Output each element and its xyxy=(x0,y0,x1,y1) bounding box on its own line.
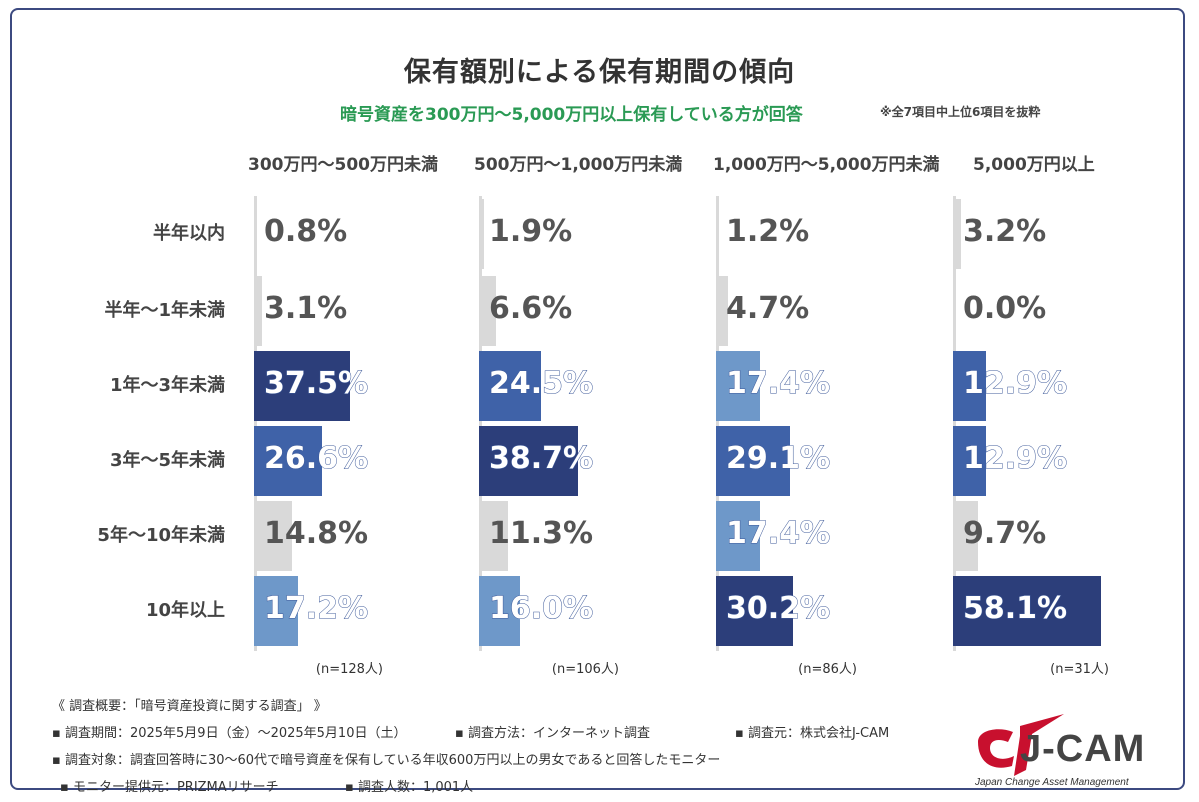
bar xyxy=(716,501,761,571)
bar xyxy=(716,576,793,646)
chart-subtitle: 暗号資産を300万円～5,000万円以上保有している方が回答 xyxy=(340,105,803,125)
survey-period: ▪ 調査期間：2025年5月9日（金）～2025年5月10日（土） xyxy=(52,726,407,741)
bar xyxy=(479,501,508,571)
data-label: 14.8% xyxy=(264,516,369,551)
bar xyxy=(953,426,986,496)
data-label: 3.1% xyxy=(264,291,348,326)
data-label: 37.5% xyxy=(263,366,369,402)
data-label: 4.7% xyxy=(726,291,810,326)
sample-size: (n=31人) xyxy=(1050,662,1109,677)
data-label: 24.5% xyxy=(488,366,594,402)
survey-source: ▪ 調査元：株式会社J-CAM xyxy=(735,726,890,741)
survey-overview: 《 調査概要：「暗号資産投資に関する調査」 》 xyxy=(52,699,327,714)
data-label: 58.1% xyxy=(962,591,1068,627)
bar xyxy=(953,351,986,421)
data-label: 11.3% xyxy=(489,516,594,551)
bar xyxy=(254,199,257,269)
data-label: 29.1% xyxy=(725,441,831,477)
data-label: 9.7% xyxy=(963,516,1047,551)
data-label: 0.8% xyxy=(264,214,348,249)
bar xyxy=(254,501,292,571)
axis-baseline xyxy=(479,196,482,651)
survey-target: ▪ 調査対象：調査回答時に30～60代で暗号資産を保有している年収600万円以上… xyxy=(52,753,721,768)
row-label: 3年～5年未満 xyxy=(109,450,225,471)
monitor-provider: ▪ モニター提供元：PRIZMAリサーチ xyxy=(60,780,279,795)
survey-count: ▪ 調査人数：1,001人 xyxy=(345,780,474,795)
data-label: 17.2% xyxy=(263,591,369,627)
data-label: 26.6% xyxy=(263,441,369,477)
data-label: 17.4% xyxy=(725,366,831,402)
survey-method: ▪ 調査方法：インターネット調査 xyxy=(455,726,650,741)
axis-baseline xyxy=(716,196,719,651)
row-label: 半年以内 xyxy=(153,223,225,244)
bar xyxy=(953,576,1102,646)
bar xyxy=(479,276,496,346)
column-header: 300万円～500万円未満 xyxy=(248,155,438,175)
data-label: 12.9% xyxy=(962,366,1068,402)
bar xyxy=(479,576,520,646)
row-label: 1年～3年未満 xyxy=(109,375,225,396)
jcam-logo-mark xyxy=(978,714,1064,776)
chart-frame xyxy=(10,8,1185,790)
chart-note: ※全7項目中上位6項目を抜粋 xyxy=(880,105,1041,119)
column-header: 500万円～1,000万円未満 xyxy=(474,155,683,175)
axis-baseline xyxy=(254,196,257,651)
bar xyxy=(479,426,578,496)
bar xyxy=(716,351,761,421)
data-label: 12.9% xyxy=(962,441,1068,477)
sample-size: (n=106人) xyxy=(551,662,619,677)
sample-size: (n=128人) xyxy=(315,662,383,677)
axis-baseline xyxy=(953,196,956,651)
bar xyxy=(953,501,978,571)
bar xyxy=(254,351,350,421)
data-label: 3.2% xyxy=(963,214,1047,249)
data-label: 17.4% xyxy=(725,516,831,552)
bar xyxy=(716,276,728,346)
logo-text: J-CAM xyxy=(1020,728,1146,770)
column-header: 5,000万円以上 xyxy=(973,155,1095,175)
bar xyxy=(479,199,484,269)
chart-title: 保有額別による保有期間の傾向 xyxy=(403,57,796,88)
data-label: 1.2% xyxy=(726,214,810,249)
bar xyxy=(953,199,962,269)
bar xyxy=(254,576,298,646)
row-label: 5年～10年未満 xyxy=(97,525,225,546)
bar xyxy=(254,276,262,346)
bar xyxy=(479,351,542,421)
data-label: 38.7% xyxy=(488,441,594,477)
data-label: 1.9% xyxy=(489,214,573,249)
logo-subtitle: Japan Change Asset Management xyxy=(975,777,1129,788)
bar xyxy=(953,276,956,346)
bar xyxy=(254,426,322,496)
row-label: 半年～1年未満 xyxy=(104,300,225,321)
row-label: 10年以上 xyxy=(145,600,225,621)
data-label: 16.0% xyxy=(488,591,594,627)
data-label: 0.0% xyxy=(963,291,1047,326)
data-label: 30.2% xyxy=(725,591,831,627)
column-header: 1,000万円～5,000万円未満 xyxy=(713,155,940,175)
bar xyxy=(716,426,791,496)
data-label: 6.6% xyxy=(489,291,573,326)
sample-size: (n=86人) xyxy=(798,662,857,677)
bar xyxy=(716,199,720,269)
